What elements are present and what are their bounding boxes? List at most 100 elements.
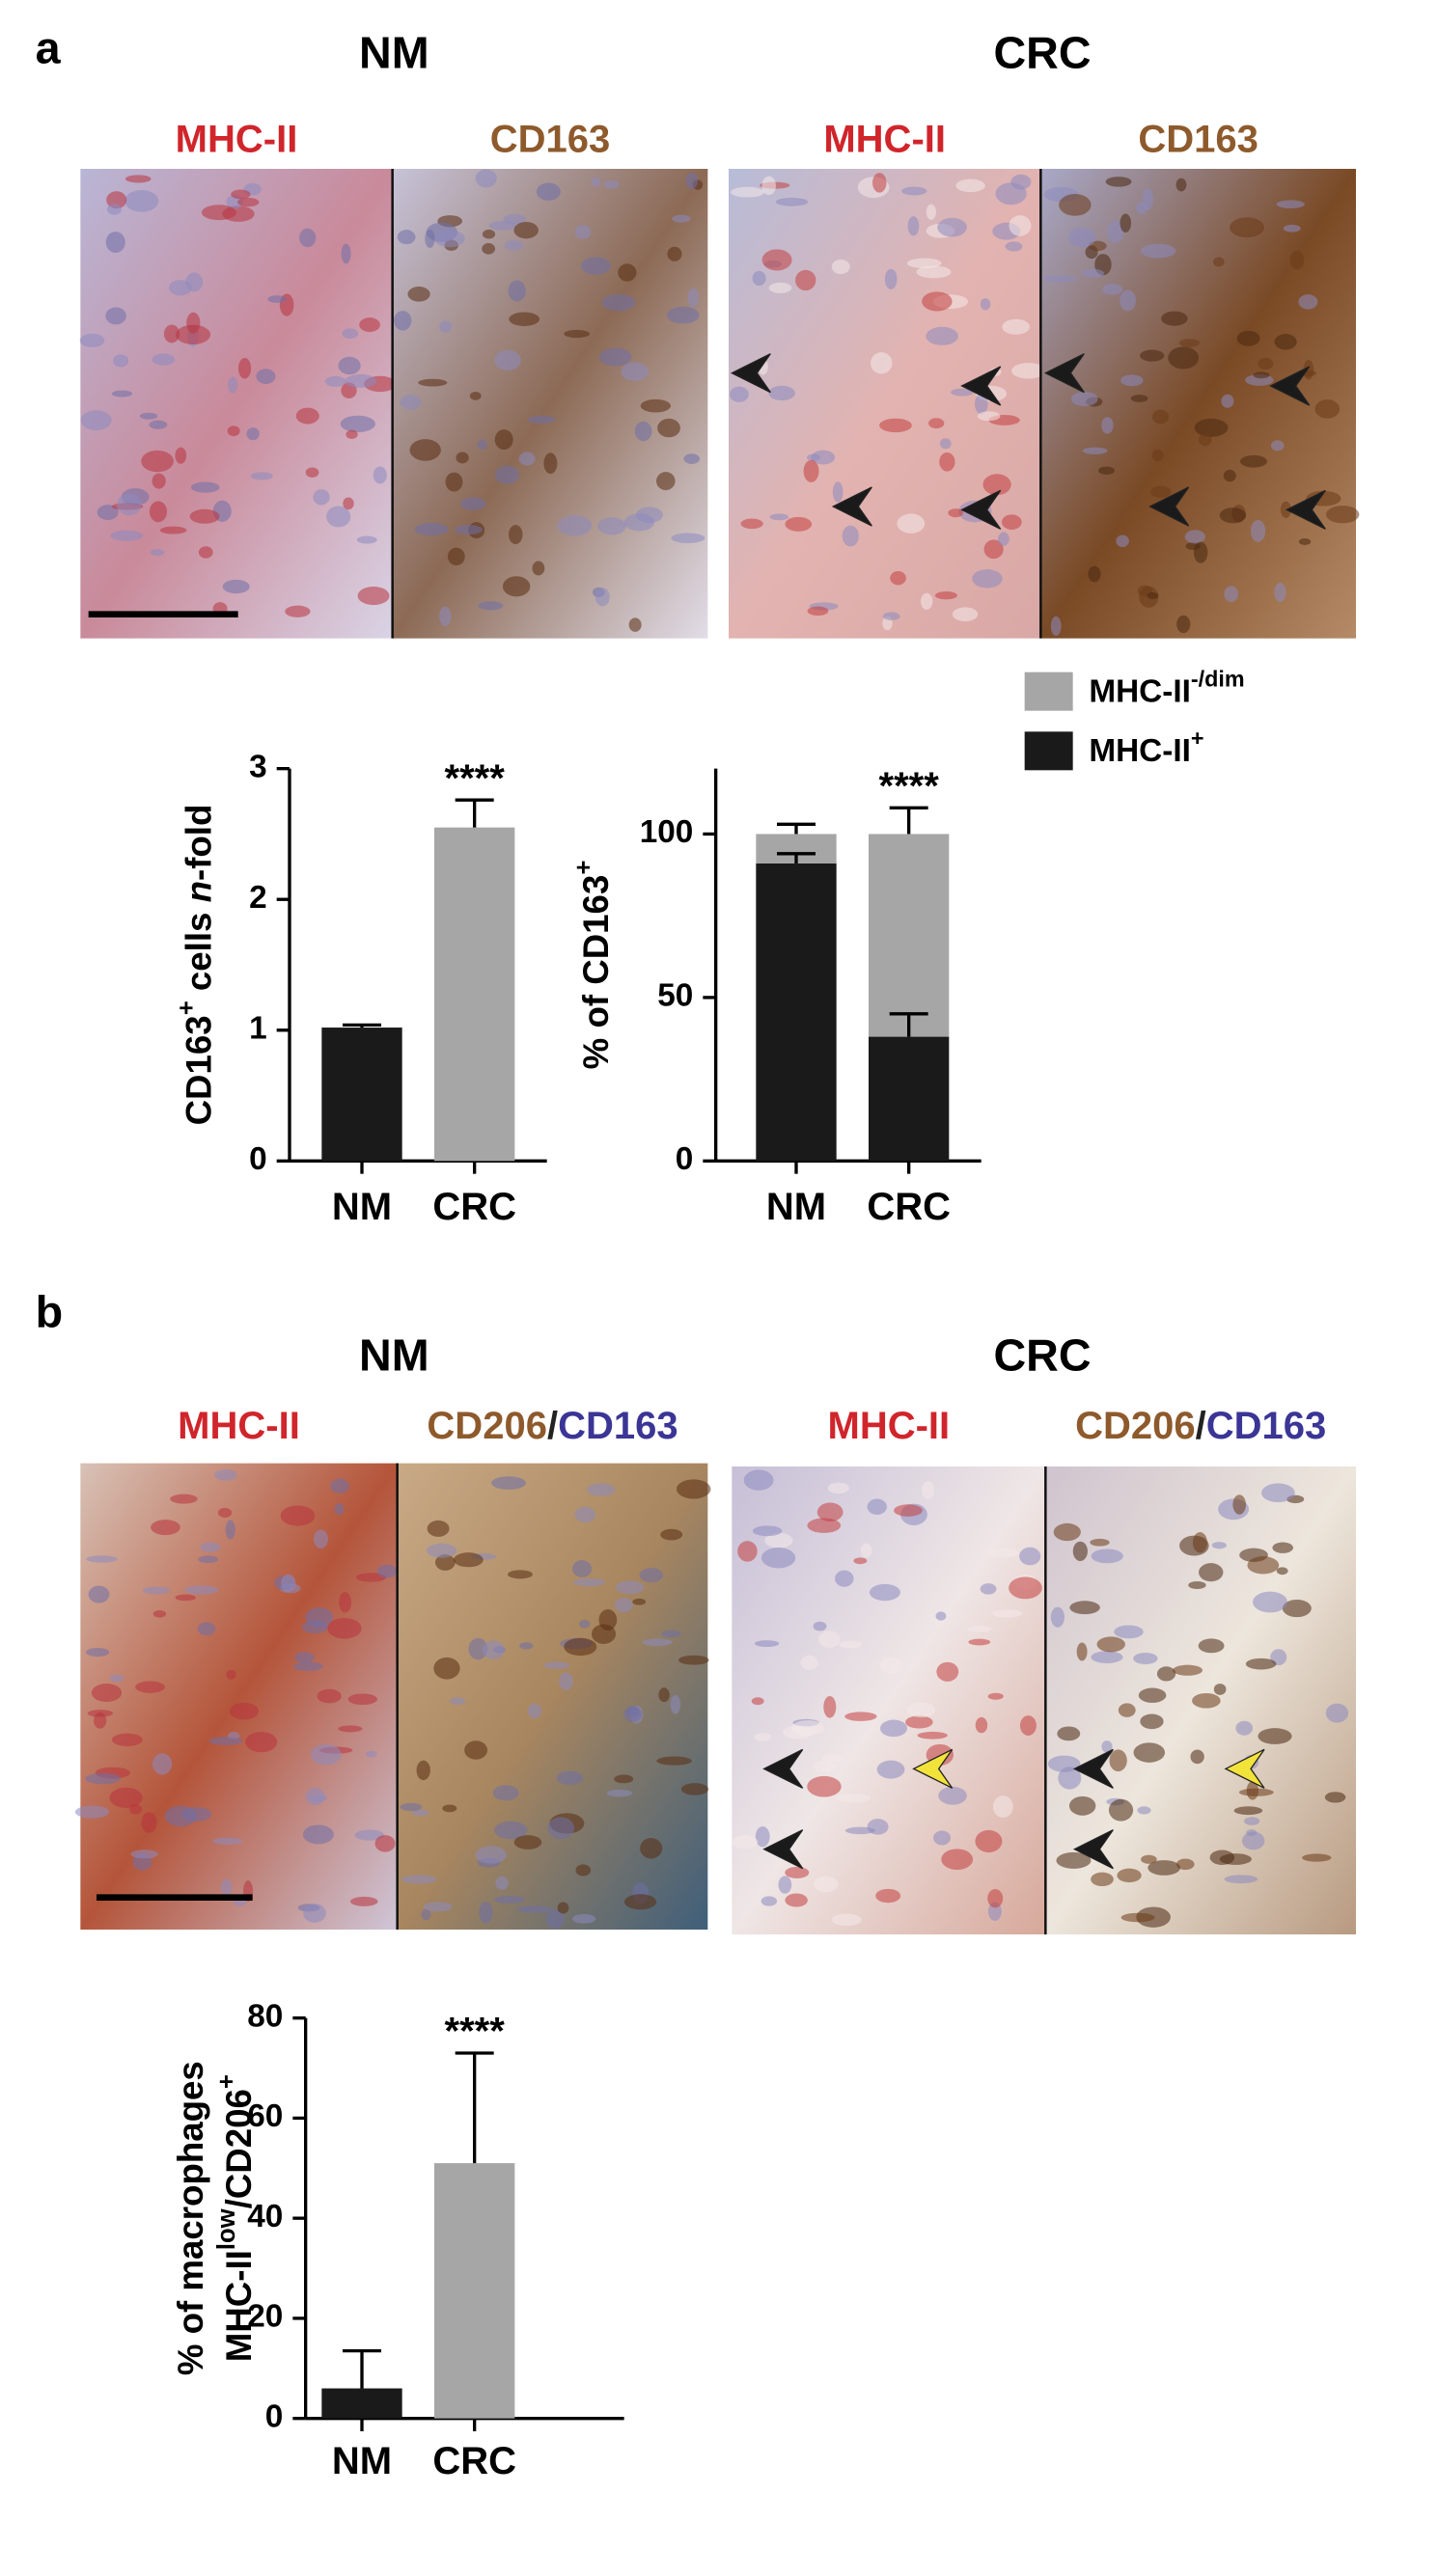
- text-part: /CD206: [219, 2089, 259, 2208]
- cell: [907, 216, 920, 236]
- cell: [152, 1753, 173, 1775]
- group-title: NM: [359, 28, 429, 78]
- cell: [676, 1479, 711, 1499]
- cell: [198, 546, 213, 559]
- arrowhead: [762, 1829, 804, 1870]
- cell: [1261, 1483, 1295, 1503]
- cell: [844, 1712, 877, 1721]
- cell: [752, 270, 766, 287]
- cell: [1219, 507, 1247, 524]
- cell: [1090, 1538, 1110, 1547]
- cell: [920, 592, 933, 610]
- cell: [897, 513, 926, 534]
- cell: [338, 1725, 363, 1733]
- text-part: low: [213, 2208, 240, 2250]
- group-title: NM: [359, 1330, 429, 1381]
- cell: [601, 293, 636, 312]
- cell: [292, 1661, 323, 1671]
- cell: [628, 617, 642, 632]
- cell: [459, 497, 486, 510]
- cell: [1193, 541, 1208, 563]
- y-tick-label: 1: [249, 1011, 267, 1047]
- cell: [1184, 530, 1205, 544]
- cell: [113, 354, 129, 368]
- cell: [867, 1498, 887, 1515]
- cell: [324, 375, 346, 387]
- cell: [85, 1772, 121, 1785]
- text-part: -fold: [179, 805, 218, 881]
- cell: [839, 1640, 863, 1649]
- error-bar: [889, 1012, 928, 1037]
- micrograph: [80, 169, 393, 639]
- cell: [975, 1716, 988, 1734]
- cell: [951, 388, 974, 397]
- cell: [141, 1812, 157, 1833]
- cell: [1192, 1531, 1207, 1553]
- cell: [621, 362, 650, 381]
- cell: [494, 429, 513, 451]
- stain-label: CD206/CD163: [1075, 1405, 1326, 1447]
- legend-name: MHC-II: [1089, 733, 1191, 769]
- cell: [509, 312, 540, 326]
- cell: [975, 1829, 1003, 1853]
- cell: [618, 263, 637, 282]
- cell: [1091, 1651, 1123, 1663]
- cell: [225, 1520, 235, 1540]
- cell: [1246, 1781, 1258, 1800]
- cell: [1239, 454, 1267, 468]
- cell: [152, 473, 166, 489]
- bar: [756, 863, 837, 1162]
- cell: [658, 1687, 670, 1703]
- cell: [680, 1783, 709, 1795]
- cell: [226, 1669, 236, 1680]
- cell: [1042, 275, 1077, 283]
- cell: [1120, 213, 1132, 233]
- cell: [1009, 215, 1032, 236]
- arrowhead: [831, 486, 872, 527]
- cell: [303, 1904, 326, 1923]
- legend-sup: -/dim: [1191, 666, 1245, 691]
- cell: [917, 1731, 948, 1740]
- cell: [967, 1626, 992, 1632]
- cell: [991, 1609, 1023, 1618]
- cell: [831, 1913, 862, 1927]
- cell: [670, 1694, 681, 1714]
- cell: [317, 1688, 342, 1704]
- cell: [806, 453, 820, 461]
- cell: [164, 1805, 197, 1827]
- cell: [518, 452, 536, 466]
- error-bar: [777, 822, 816, 835]
- cell: [1253, 1591, 1287, 1613]
- y-tick-label: 20: [247, 2299, 283, 2335]
- arrowhead: [730, 353, 771, 394]
- cell: [775, 197, 809, 206]
- cell: [124, 175, 152, 183]
- cell: [479, 1901, 493, 1924]
- bar: [434, 827, 515, 1162]
- cell: [302, 1824, 334, 1845]
- cell: [1274, 583, 1286, 603]
- cell: [468, 1637, 488, 1660]
- x-tick-label: CRC: [432, 1186, 516, 1228]
- cell: [1283, 224, 1301, 233]
- cell: [445, 472, 463, 492]
- cell: [1173, 1664, 1203, 1676]
- cell: [343, 497, 354, 510]
- cell: [807, 606, 829, 617]
- cell: [423, 1902, 453, 1912]
- y-tick-label: 50: [657, 978, 693, 1014]
- cell: [1068, 227, 1096, 248]
- cell: [1114, 1625, 1144, 1639]
- cell: [345, 373, 377, 388]
- cell: [678, 1655, 709, 1665]
- text-part: MHC-II: [219, 2250, 259, 2362]
- cell: [494, 1821, 528, 1840]
- y-axis-label: % of CD163+: [570, 861, 616, 1070]
- cell: [1150, 485, 1172, 499]
- cell: [228, 376, 238, 394]
- cell: [955, 178, 985, 193]
- cell: [338, 356, 361, 375]
- text-part: /: [547, 1405, 558, 1447]
- arrowhead: [912, 1748, 954, 1789]
